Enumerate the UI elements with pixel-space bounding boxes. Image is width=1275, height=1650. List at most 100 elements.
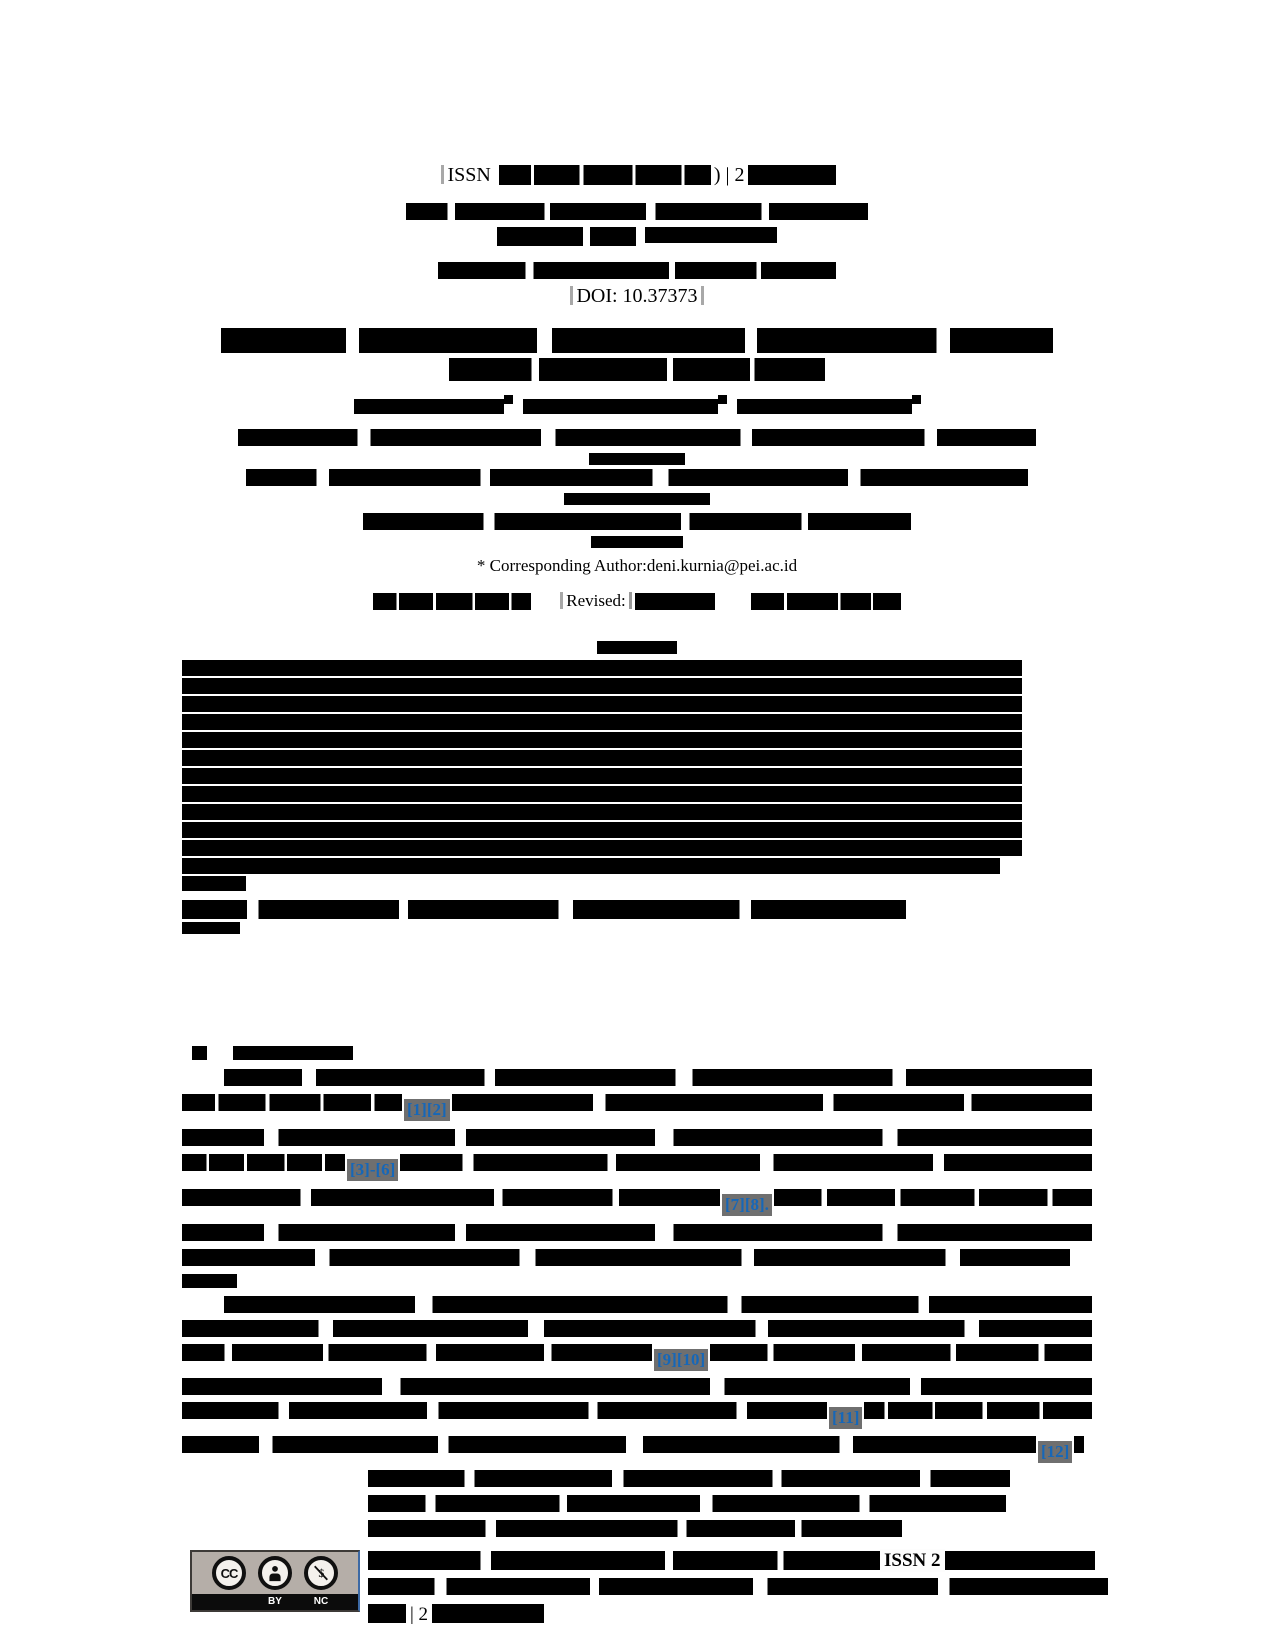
redacted-affiliation	[591, 536, 683, 548]
redacted-journal-name	[406, 203, 868, 220]
redacted-segment	[400, 1154, 1092, 1171]
paragraph-line: [11]	[182, 1402, 1092, 1429]
affiliation-line	[182, 469, 1092, 486]
citation-link-4[interactable]: [9][10]	[654, 1349, 709, 1371]
redacted-segment	[182, 1249, 1070, 1266]
revised-label: Revised:	[566, 591, 626, 610]
intro-paragraph-2: [9][10] [11] [12]	[182, 1296, 1092, 1463]
abstract-line-redacted	[182, 750, 1022, 766]
redacted-volume-link[interactable]	[497, 227, 583, 246]
redacted-footer-text	[368, 1495, 1006, 1512]
redacted-keywords	[182, 900, 906, 919]
redacted-segment	[182, 1402, 827, 1419]
issn-separator: ) | 2	[713, 164, 745, 186]
authors-line	[182, 395, 1092, 414]
doi-line: DOI: 10.37373	[182, 284, 1092, 308]
abstract-line-redacted	[182, 660, 1022, 676]
abstract-line-redacted	[182, 696, 1022, 712]
redacted-section-number	[192, 1046, 207, 1060]
abstract-line-redacted	[182, 768, 1022, 784]
paragraph-line	[182, 1378, 1092, 1395]
redacted-footer-text	[368, 1551, 880, 1570]
footer-line	[368, 1578, 1110, 1595]
redacted-title-text	[449, 358, 825, 381]
redacted-keywords	[182, 922, 240, 934]
affiliation-line	[182, 536, 1092, 548]
redacted-affiliation	[246, 469, 1028, 486]
redacted-segment	[224, 1296, 1092, 1313]
article-title-line2	[182, 358, 1092, 381]
paragraph-line: [12]	[182, 1436, 1092, 1463]
paragraph-line	[182, 1296, 1092, 1313]
cc-by-label: BY	[268, 1596, 282, 1607]
issn-line: ISSN ) | 2	[182, 163, 1092, 187]
citation-link-6[interactable]: [12]	[1038, 1441, 1073, 1463]
volume-line	[182, 227, 1092, 246]
abstract-block	[182, 660, 1022, 891]
citation-link-2[interactable]: [3]-[6]	[347, 1159, 399, 1181]
paragraph-line	[182, 1274, 1092, 1288]
redacted-affiliation	[589, 453, 685, 465]
redacted-title-text	[221, 328, 1053, 353]
paragraph-line: [9][10]	[182, 1344, 1092, 1371]
corresponding-author-prefix: * Corresponding Author:	[476, 556, 647, 575]
redacted-segment	[182, 1129, 1092, 1146]
citation-link-1[interactable]: [1][2]	[404, 1099, 450, 1121]
paragraph-line	[182, 1249, 1092, 1266]
footer-volume-line: | 2	[368, 1604, 1110, 1625]
redacted-author-superscript	[717, 395, 727, 404]
cc-by-person-icon	[258, 1556, 292, 1590]
footer-volume-fragment: | 2	[410, 1604, 429, 1625]
redacted-segment	[1074, 1436, 1085, 1453]
paragraph-line: [7][8].	[182, 1189, 1092, 1216]
redacted-footer-text	[368, 1604, 406, 1623]
citation-link-3[interactable]: [7][8].	[722, 1194, 772, 1216]
redacted-issn-number	[498, 165, 711, 185]
intro-paragraph-1: [1][2] [3]-[6] [7][8].	[182, 1069, 1092, 1288]
redacted-segment	[182, 1344, 652, 1361]
person-glyph	[269, 1565, 281, 1582]
redacted-footer-text	[368, 1520, 902, 1537]
redacted-footer-text	[432, 1604, 545, 1623]
redacted-segment	[182, 1378, 1092, 1395]
abstract-line-redacted	[182, 678, 1022, 694]
abstract-line-redacted	[182, 786, 1022, 802]
footer-issn-line: ISSN 2	[368, 1549, 1110, 1572]
cc-license-badge[interactable]: CC $ B	[190, 1550, 360, 1612]
article-title-line1	[182, 328, 1092, 353]
footer-line	[368, 1495, 1110, 1512]
redacted-abstract-heading	[597, 641, 677, 654]
journal-name-line	[182, 203, 1092, 220]
redacted-affiliation	[564, 493, 710, 505]
journal-url-line	[182, 262, 1092, 279]
cc-nc-label: NC	[313, 1596, 329, 1607]
no-dollar-glyph: $	[314, 1565, 328, 1581]
paragraph-line	[182, 1069, 1092, 1086]
redacted-segment	[224, 1069, 1092, 1086]
redacted-author-name	[353, 399, 504, 414]
article-history-line: Revised:	[182, 590, 1092, 611]
cc-icon-label: CC	[220, 1565, 239, 1581]
redacted-segment	[182, 1189, 720, 1206]
redacted-journal-url[interactable]	[438, 262, 836, 279]
redaction-tick	[628, 592, 632, 609]
abstract-heading	[182, 641, 1092, 654]
abstract-line-redacted	[182, 858, 1000, 874]
affiliation-line	[182, 453, 1092, 465]
page-content: ISSN ) | 2 DOI: 10.37373	[182, 0, 1108, 1650]
citation-link-5[interactable]: [11]	[829, 1407, 863, 1429]
redacted-issue-link[interactable]	[590, 227, 636, 246]
redacted-footer-text	[368, 1578, 1108, 1595]
redacted-segment	[710, 1344, 1092, 1361]
abstract-line-redacted	[182, 822, 1022, 838]
section-heading	[182, 1046, 1092, 1060]
redacted-footer-text	[368, 1470, 1010, 1487]
footer-line	[368, 1520, 1110, 1537]
page-footer: CC $ B	[182, 1470, 1108, 1650]
doi-text[interactable]: DOI: 10.37373	[576, 285, 698, 307]
redacted-segment	[182, 1436, 1036, 1453]
corresponding-author-email[interactable]: deni.kurnia@pei.ac.id	[646, 556, 798, 575]
paragraph-line	[182, 1129, 1092, 1146]
issn-label: ISSN	[447, 164, 491, 186]
footer-text-block: ISSN 2 | 2	[368, 1470, 1110, 1625]
